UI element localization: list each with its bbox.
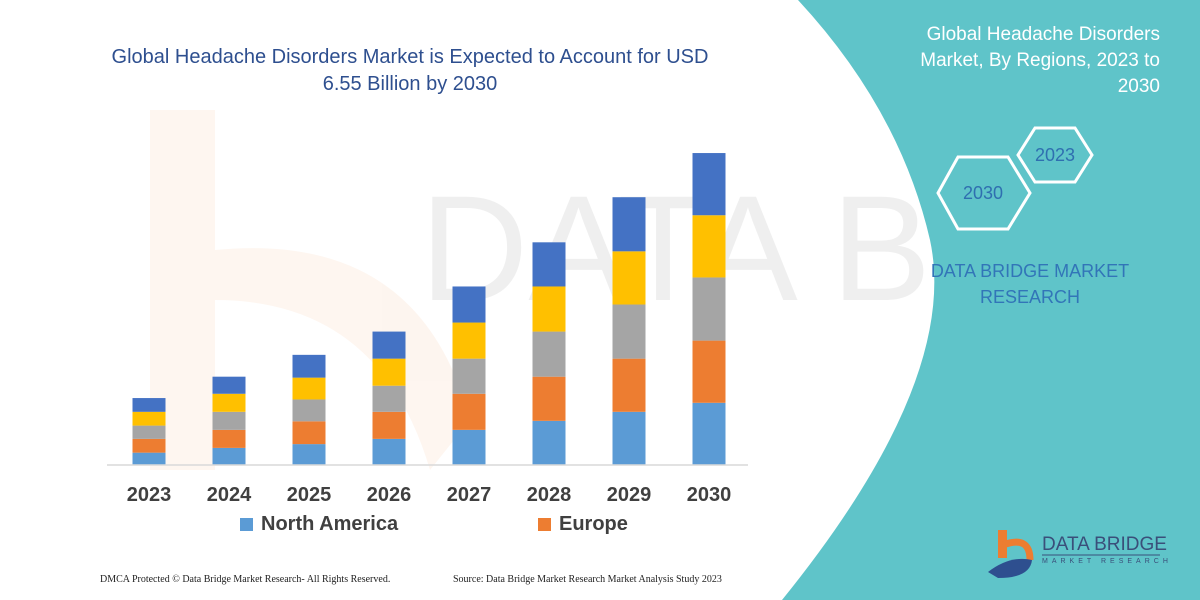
bar-segment-2024-series-3 (212, 393, 246, 412)
x-tick-label: 2028 (526, 484, 572, 506)
bar-segment-2023-series-0 (132, 452, 166, 465)
bar-segment-2028-series-0 (532, 420, 566, 465)
bar-segment-2030-series-1 (692, 340, 726, 403)
bar-segment-2025-series-3 (292, 377, 326, 400)
bar-segment-2026-series-1 (372, 411, 406, 439)
x-tick-label: 2025 (286, 484, 332, 506)
bar-segment-2027-series-1 (452, 393, 486, 430)
legend-swatch (240, 518, 253, 531)
bar-segment-2024-series-1 (212, 429, 246, 448)
bar-segment-2023-series-2 (132, 425, 166, 439)
logo-icon (988, 530, 1034, 578)
legend-europe: Europe (538, 513, 628, 536)
bar-segment-2025-series-2 (292, 399, 326, 422)
legend-label: Europe (559, 513, 628, 535)
bar-segment-2028-series-3 (532, 286, 566, 332)
x-tick-label: 2023 (126, 484, 172, 506)
bar-segment-2028-series-2 (532, 331, 566, 377)
x-tick-label: 2029 (606, 484, 652, 506)
bar-segment-2029-series-2 (612, 304, 646, 359)
hexagon-2030 (936, 155, 1032, 231)
legend-label: North America (261, 513, 399, 535)
side-panel (782, 0, 1200, 600)
bar-segment-2029-series-3 (612, 251, 646, 305)
bar-segment-2030-series-2 (692, 277, 726, 341)
bar-segment-2025-series-0 (292, 444, 326, 465)
hexagon-2023 (1016, 126, 1094, 184)
footer-source: Source: Data Bridge Market Research Mark… (453, 574, 722, 585)
bar-segment-2025-series-1 (292, 421, 326, 445)
bar-segment-2028-series-1 (532, 376, 566, 421)
x-tick-label: 2024 (206, 484, 252, 506)
legend-north-america: North America (240, 513, 398, 536)
bar-segment-2024-series-0 (212, 447, 246, 465)
legend-swatch (538, 518, 551, 531)
bar-chart (132, 153, 726, 465)
bar-segment-2023-series-1 (132, 438, 166, 453)
bar-segment-2029-series-4 (612, 197, 646, 252)
logo-subtext: MARKET RESEARCH (1042, 558, 1172, 565)
bar-segment-2023-series-4 (132, 398, 166, 412)
hex-label-2030: 2030 (963, 183, 1004, 203)
brand-text: DATA BRIDGE MARKET RESEARCH (930, 261, 1130, 307)
bar-segment-2028-series-4 (532, 242, 566, 287)
bar-segment-2023-series-3 (132, 411, 166, 426)
bar-segment-2030-series-3 (692, 215, 726, 278)
logo-text: DATA BRIDGE (1042, 534, 1167, 555)
x-tick-label: 2026 (366, 484, 412, 506)
bar-segment-2027-series-2 (452, 358, 486, 394)
bar-segment-2026-series-2 (372, 385, 406, 412)
bar-segment-2026-series-4 (372, 331, 406, 359)
bar-segment-2025-series-4 (292, 354, 326, 378)
bar-segment-2027-series-4 (452, 286, 486, 323)
bar-segment-2029-series-1 (612, 358, 646, 412)
x-tick-label: 2027 (446, 484, 492, 506)
side-panel-title: Global Headache Disorders Market, By Reg… (920, 24, 1160, 97)
bar-segment-2026-series-0 (372, 438, 406, 465)
bar-segment-2027-series-3 (452, 322, 486, 359)
footer-copyright: DMCA Protected © Data Bridge Market Rese… (100, 574, 391, 585)
hex-label-2023: 2023 (1035, 145, 1076, 165)
bar-segment-2024-series-4 (212, 376, 246, 394)
bar-segment-2026-series-3 (372, 358, 406, 386)
chart-title: Global Headache Disorders Market is Expe… (111, 46, 709, 95)
x-tick-label: 2030 (686, 484, 732, 506)
bar-segment-2030-series-4 (692, 153, 726, 216)
bar-segment-2027-series-0 (452, 429, 486, 465)
bar-segment-2024-series-2 (212, 411, 246, 430)
bar-segment-2030-series-0 (692, 402, 726, 465)
bar-segment-2029-series-0 (612, 411, 646, 465)
